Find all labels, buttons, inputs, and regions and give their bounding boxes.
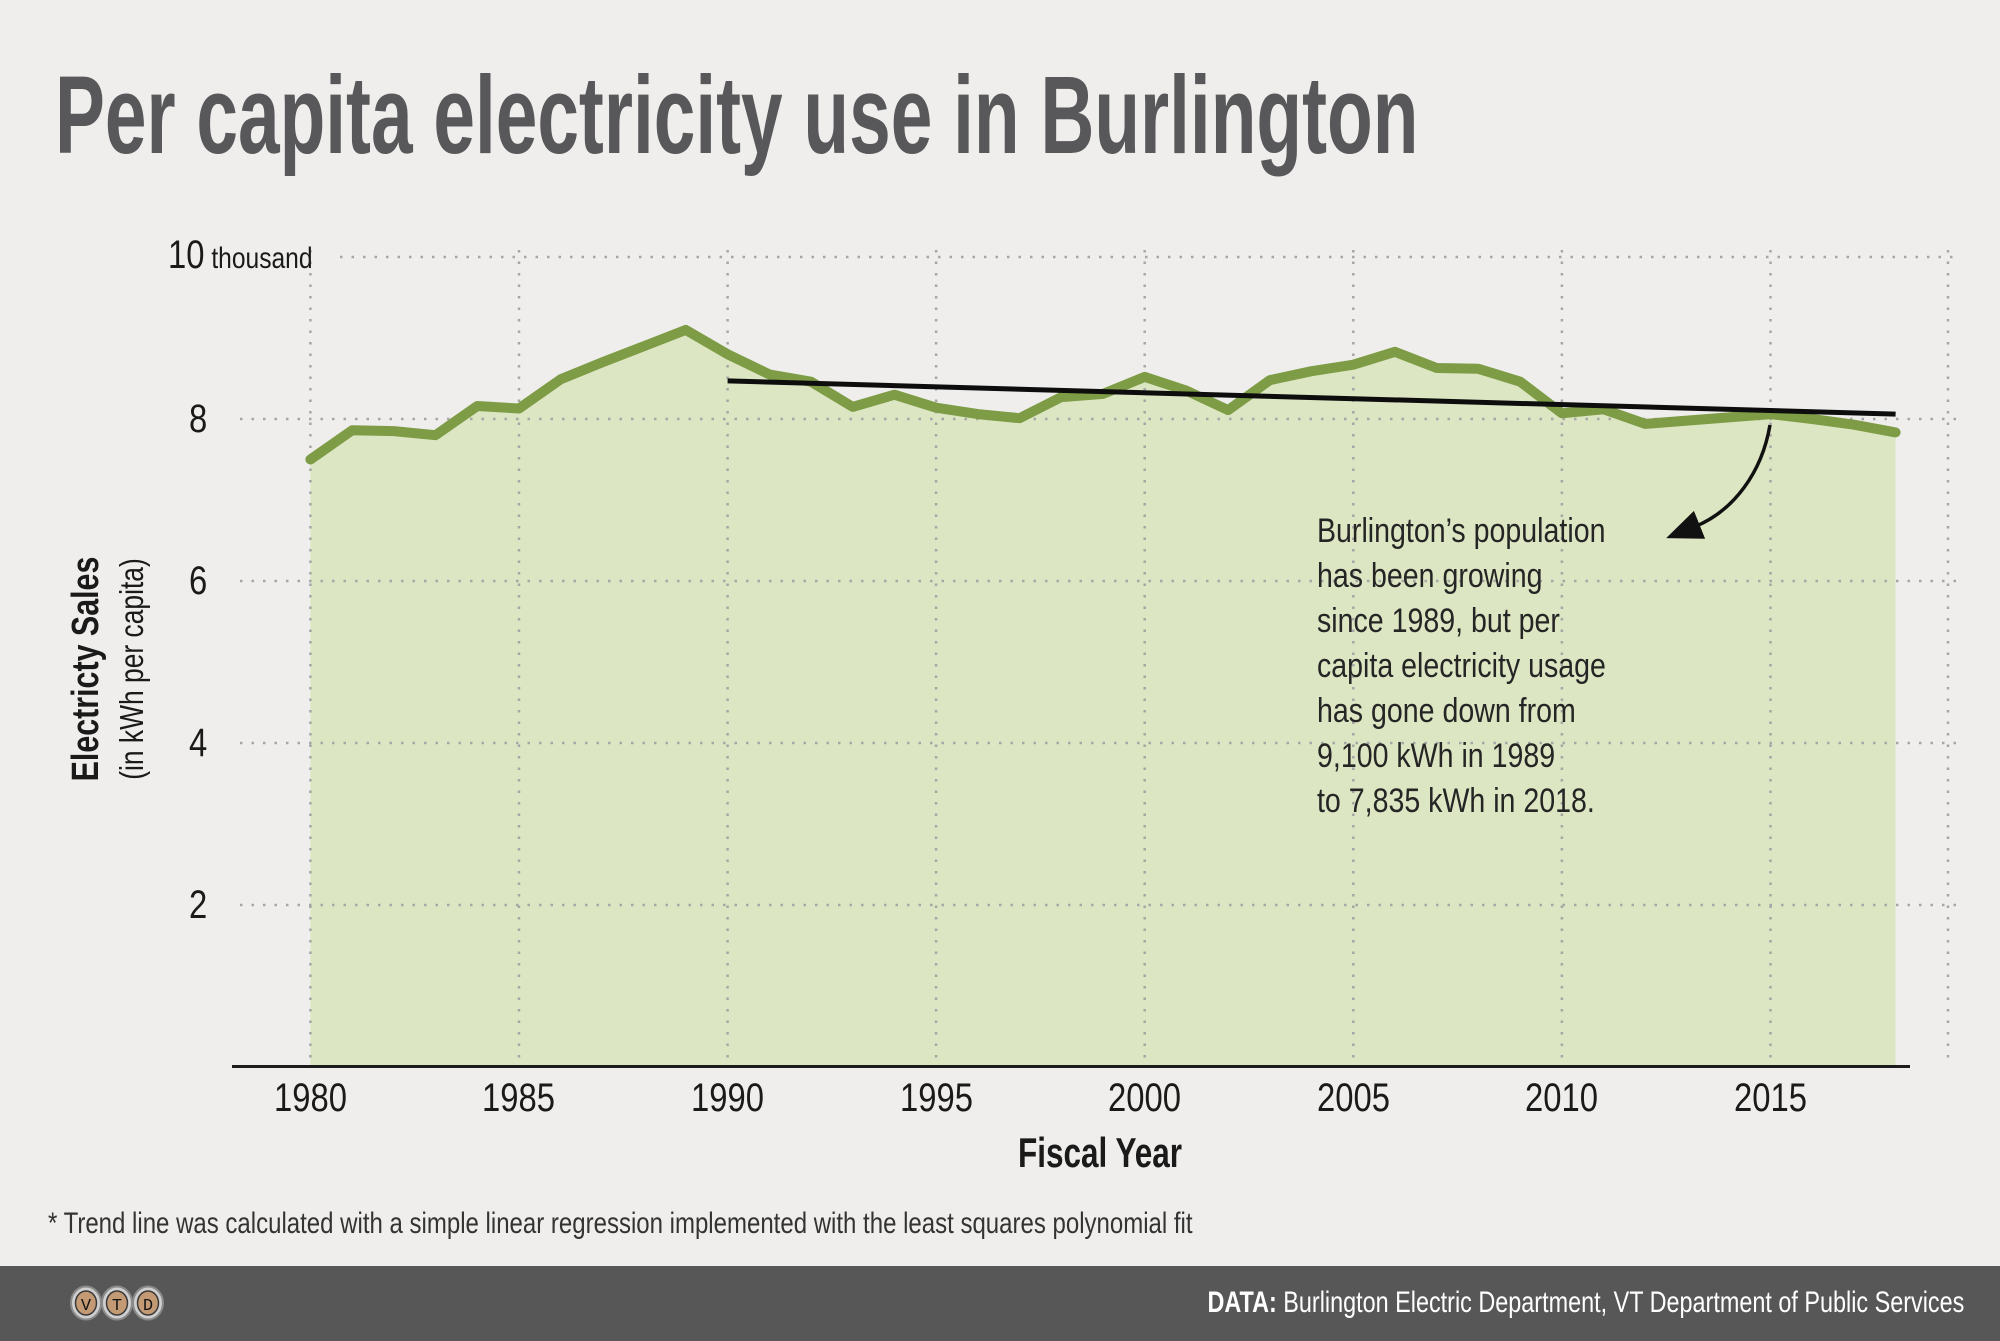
logo-letter: T: [112, 1297, 122, 1316]
vtd-logo: V T D: [70, 1285, 164, 1321]
footer-bar: V T D DATA: Burlington Electric Departme…: [0, 1266, 2000, 1341]
chart-annotation: Burlington’s population has been growing…: [1317, 512, 1606, 820]
logo-letter: V: [81, 1297, 92, 1316]
annotation-arrow: [1666, 424, 1772, 539]
x-axis-tick-1985: 1985: [482, 1076, 556, 1120]
x-axis-tick-2005: 2005: [1316, 1076, 1390, 1120]
y-axis-tick-10-thousand: 10 thousand: [168, 230, 313, 284]
x-axis-tick-2000: 2000: [1108, 1076, 1182, 1120]
typewriter-key-t: T: [101, 1285, 133, 1321]
x-axis-tick-1995: 1995: [899, 1076, 973, 1120]
y-axis-subtitle: (in kWh per capita): [113, 558, 150, 780]
x-axis-title: Fiscal Year: [1017, 1129, 1183, 1176]
x-axis-tick-1980: 1980: [273, 1076, 347, 1120]
logo-letter: D: [143, 1297, 153, 1316]
y-tick-value: 10: [168, 233, 205, 277]
x-axis-tick-2010: 2010: [1525, 1076, 1599, 1120]
y-axis-tick-6: 6: [188, 559, 207, 603]
y-axis-tick-2: 2: [188, 883, 207, 927]
data-source: DATA: Burlington Electric Department, VT…: [1207, 1286, 1964, 1320]
y-axis-unit-label: thousand: [204, 242, 313, 275]
y-axis-tick-4: 4: [188, 721, 207, 765]
typewriter-key-v: V: [70, 1285, 102, 1321]
trend-line: [727, 378, 1896, 417]
data-source-text: Burlington Electric Department, VT Depar…: [1276, 1286, 1964, 1319]
area-fill: [310, 329, 1896, 1066]
y-axis-tick-8: 8: [188, 397, 207, 441]
chart-title: Per capita electricity use in Burlington: [55, 54, 1419, 177]
trend-line-footnote: * Trend line was calculated with a simpl…: [48, 1207, 1193, 1240]
data-source-label: DATA:: [1207, 1286, 1277, 1319]
typewriter-key-d: D: [132, 1285, 164, 1321]
y-axis-title: Electricty Sales: [65, 556, 107, 782]
x-axis-tick-1990: 1990: [691, 1076, 765, 1120]
x-axis-tick-2015: 2015: [1733, 1076, 1807, 1120]
